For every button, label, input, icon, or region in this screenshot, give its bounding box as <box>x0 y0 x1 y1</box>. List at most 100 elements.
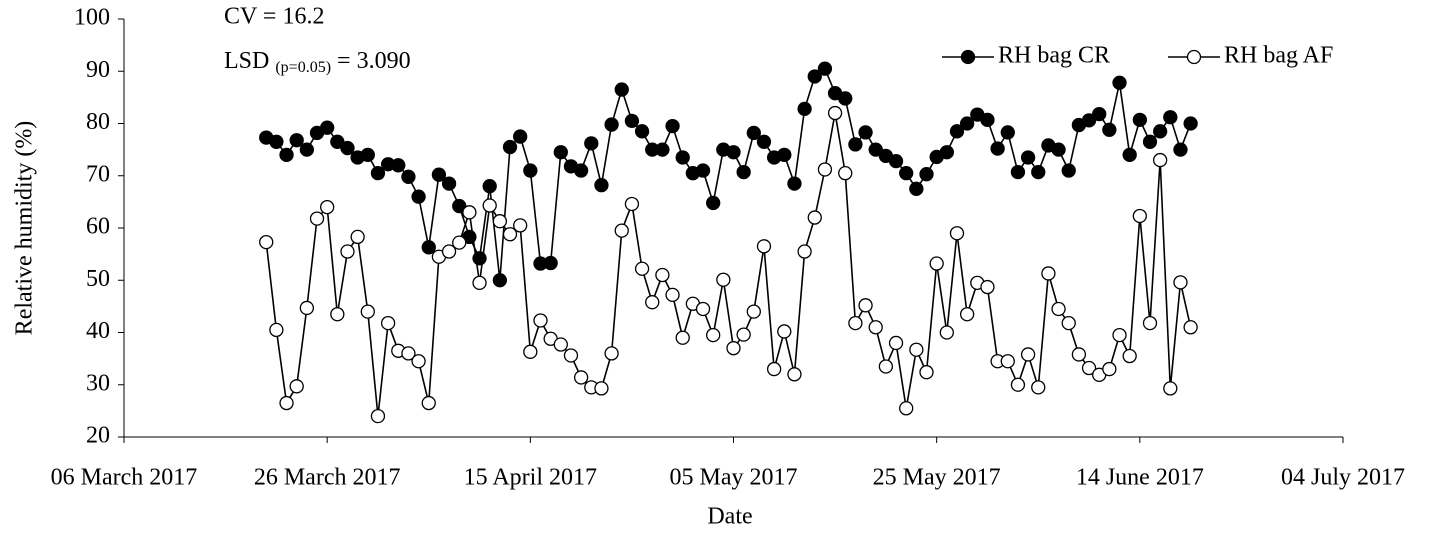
data-point <box>309 211 325 226</box>
data-point <box>289 133 304 148</box>
data-point <box>807 210 822 225</box>
data-point <box>726 145 741 160</box>
y-tick-label: 50 <box>86 266 110 292</box>
data-point <box>1092 106 1107 122</box>
legend-label: RH bag AF <box>1224 43 1333 69</box>
data-point <box>888 153 904 169</box>
data-point <box>573 163 589 178</box>
data-point <box>614 82 629 97</box>
data-point <box>299 300 315 316</box>
data-point <box>340 140 355 156</box>
annotation: CV = 16.2 <box>224 4 324 30</box>
data-point <box>1041 266 1056 281</box>
data-point <box>634 261 650 276</box>
legend-marker <box>960 49 976 65</box>
data-point <box>1173 275 1188 290</box>
data-point <box>797 244 812 259</box>
data-point <box>848 137 863 152</box>
y-tick-label: 60 <box>86 214 110 240</box>
data-point <box>675 330 690 345</box>
data-point <box>370 408 386 424</box>
data-point <box>1153 124 1168 139</box>
data-point <box>1122 348 1137 364</box>
data-point <box>380 315 396 331</box>
y-tick-label: 20 <box>86 423 110 449</box>
data-point <box>421 240 436 255</box>
data-point <box>706 327 721 343</box>
data-point <box>604 117 619 132</box>
data-point <box>1010 377 1026 392</box>
data-point <box>269 134 284 149</box>
data-point <box>949 124 965 139</box>
data-point <box>624 196 640 212</box>
data-point <box>838 165 853 181</box>
data-point <box>939 325 954 340</box>
data-point <box>482 198 497 213</box>
data-point <box>482 179 497 194</box>
data-point <box>391 158 406 173</box>
data-point <box>594 381 609 396</box>
data-point <box>665 287 680 303</box>
data-point <box>899 401 914 416</box>
x-tick-label: 15 April 2017 <box>464 465 597 491</box>
data-point <box>959 307 975 322</box>
data-point <box>878 359 894 374</box>
data-point <box>259 234 274 250</box>
data-point <box>1000 125 1015 140</box>
data-point <box>1020 347 1036 362</box>
data-point <box>1132 208 1147 224</box>
legend-marker <box>1186 49 1202 65</box>
x-axis-label: Date <box>707 504 752 530</box>
data-point <box>370 165 386 181</box>
x-tick-label: 05 May 2017 <box>670 465 798 491</box>
x-tick-label: 25 May 2017 <box>873 465 1001 491</box>
legend-label: RH bag CR <box>998 43 1110 69</box>
data-point <box>472 275 487 291</box>
data-point <box>838 91 853 106</box>
data-point <box>401 169 416 184</box>
data-point <box>502 139 518 155</box>
data-point <box>1112 327 1127 343</box>
data-point <box>1112 75 1127 90</box>
annotation-subscript: (p=0.05) <box>275 59 331 76</box>
data-point <box>1020 150 1036 165</box>
data-point <box>1102 361 1117 377</box>
y-tick-label: 30 <box>86 370 110 396</box>
data-point <box>1081 113 1097 128</box>
data-point <box>441 176 457 191</box>
data-point <box>462 205 477 220</box>
data-point <box>533 313 548 328</box>
data-point <box>1173 142 1188 157</box>
x-tick-label: 04 July 2017 <box>1281 465 1405 491</box>
data-point <box>695 301 711 317</box>
data-point <box>746 125 761 141</box>
data-point <box>492 273 508 288</box>
data-point <box>573 370 589 385</box>
data-point <box>624 113 640 129</box>
data-point <box>817 162 833 177</box>
data-point <box>919 167 934 182</box>
data-point <box>614 223 629 238</box>
data-point <box>807 69 822 84</box>
annotation: LSD (p=0.05) = 3.090 <box>224 48 411 76</box>
data-point <box>492 214 508 229</box>
data-point <box>827 105 843 121</box>
y-tick-label: 40 <box>86 318 110 344</box>
data-point <box>888 335 904 351</box>
data-point <box>645 295 660 310</box>
data-point <box>330 307 345 322</box>
data-point <box>1183 116 1198 131</box>
data-point <box>665 118 680 134</box>
data-point <box>706 195 721 211</box>
data-point <box>980 279 995 295</box>
data-point <box>1051 142 1066 157</box>
data-point <box>502 227 518 242</box>
data-point <box>736 327 751 342</box>
data-point <box>766 361 782 377</box>
data-point <box>350 229 365 245</box>
data-point <box>1051 301 1066 317</box>
data-point <box>431 167 447 182</box>
data-point <box>726 341 741 356</box>
y-tick-label: 70 <box>86 161 110 187</box>
